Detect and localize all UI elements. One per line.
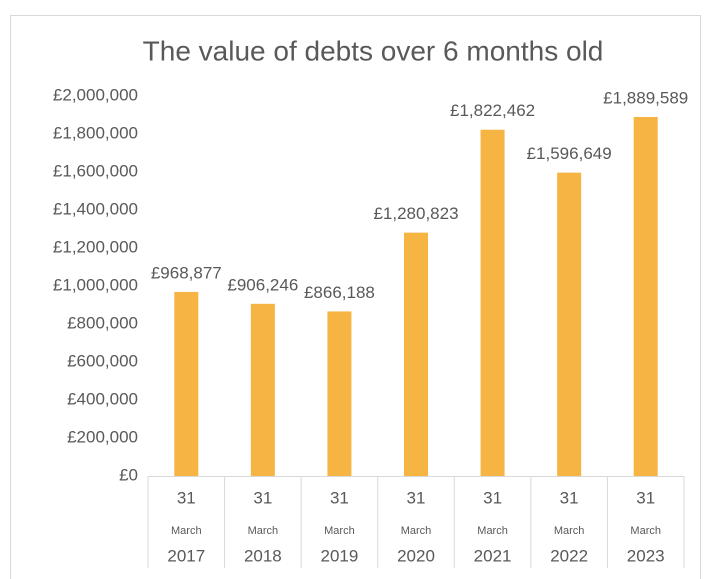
x-tick-label: 31 [330, 488, 349, 507]
bar [480, 129, 505, 476]
x-tick-label: 31 [407, 488, 426, 507]
data-label: £1,596,649 [527, 144, 612, 163]
y-tick-label: £200,000 [67, 427, 138, 446]
y-tick-label: £1,800,000 [53, 123, 138, 142]
x-tick-label: March [401, 525, 432, 537]
y-tick-label: £0 [119, 465, 138, 484]
y-tick-label: £1,400,000 [53, 199, 138, 218]
bar [327, 311, 352, 476]
y-tick-label: £800,000 [67, 313, 138, 332]
chart-title: The value of debts over 6 months old [143, 35, 604, 66]
x-tick-label: 31 [253, 488, 272, 507]
data-label: £1,280,823 [373, 204, 458, 223]
x-tick-label: 2019 [321, 546, 359, 565]
bar [633, 116, 658, 476]
x-tick-label: March [171, 525, 202, 537]
y-tick-label: £1,600,000 [53, 161, 138, 180]
x-tick-label: March [554, 525, 585, 537]
data-label: £1,889,589 [603, 88, 688, 107]
x-tick-label: 2020 [397, 546, 435, 565]
x-tick-label: 31 [636, 488, 655, 507]
x-tick-label: 2018 [244, 546, 282, 565]
bar [250, 303, 275, 476]
y-tick-label: £1,200,000 [53, 237, 138, 256]
x-tick-label: March [324, 525, 355, 537]
y-tick-label: £400,000 [67, 389, 138, 408]
bar [557, 172, 582, 476]
x-tick-label: 2023 [627, 546, 665, 565]
y-tick-label: £2,000,000 [53, 85, 138, 104]
data-label: £906,246 [227, 275, 298, 294]
bar [404, 232, 428, 476]
bar [174, 291, 199, 476]
x-tick-label: 2022 [550, 546, 588, 565]
x-tick-label: 31 [177, 488, 196, 507]
data-label: £1,822,462 [450, 101, 535, 120]
x-tick-label: 2021 [474, 546, 512, 565]
data-label: £968,877 [151, 263, 222, 282]
y-tick-label: £1,000,000 [53, 275, 138, 294]
data-label: £866,188 [304, 283, 375, 302]
x-tick-label: 31 [560, 488, 579, 507]
x-tick-label: 2017 [167, 546, 205, 565]
chart-frame [10, 15, 701, 579]
x-tick-label: March [630, 525, 661, 537]
x-tick-label: 31 [483, 488, 502, 507]
y-tick-label: £600,000 [67, 351, 138, 370]
x-tick-label: March [477, 525, 508, 537]
x-tick-label: March [248, 525, 279, 537]
